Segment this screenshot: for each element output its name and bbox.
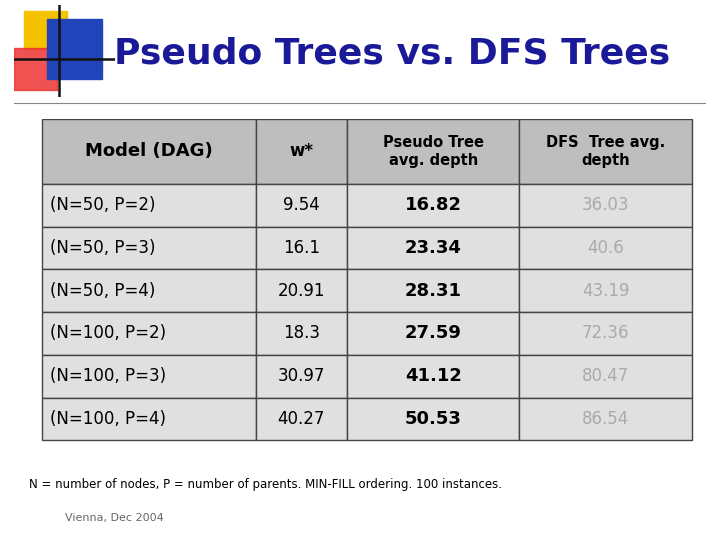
Text: (N=50, P=3): (N=50, P=3) — [50, 239, 156, 257]
Text: w*: w* — [289, 143, 313, 160]
Bar — [24, 11, 67, 50]
Bar — [14, 48, 57, 90]
Text: N = number of nodes, P = number of parents. MIN-FILL ordering. 100 instances.: N = number of nodes, P = number of paren… — [29, 478, 502, 491]
Text: 9.54: 9.54 — [283, 197, 320, 214]
Bar — [256, 269, 347, 312]
Text: 20.91: 20.91 — [277, 282, 325, 300]
Text: 50.53: 50.53 — [405, 410, 462, 428]
Bar — [42, 397, 256, 440]
Bar — [256, 355, 347, 397]
Text: DFS  Tree avg.
depth: DFS Tree avg. depth — [546, 135, 665, 167]
Bar — [347, 227, 520, 269]
Text: 41.12: 41.12 — [405, 367, 462, 385]
Bar — [42, 312, 256, 355]
Bar — [42, 184, 256, 227]
Bar — [42, 355, 256, 397]
Text: 27.59: 27.59 — [405, 325, 462, 342]
Text: 40.6: 40.6 — [588, 239, 624, 257]
Bar — [347, 312, 520, 355]
Text: 43.19: 43.19 — [582, 282, 629, 300]
Text: Pseudo Tree
avg. depth: Pseudo Tree avg. depth — [383, 135, 484, 167]
Text: Vienna, Dec 2004: Vienna, Dec 2004 — [65, 513, 163, 523]
Bar — [347, 397, 520, 440]
Bar — [256, 184, 347, 227]
Text: 86.54: 86.54 — [582, 410, 629, 428]
Text: Model (DAG): Model (DAG) — [85, 143, 213, 160]
Bar — [520, 397, 692, 440]
Text: 23.34: 23.34 — [405, 239, 462, 257]
Text: 28.31: 28.31 — [405, 282, 462, 300]
Bar — [520, 312, 692, 355]
Bar — [256, 119, 347, 184]
Text: 36.03: 36.03 — [582, 197, 629, 214]
Bar — [520, 227, 692, 269]
Bar — [347, 355, 520, 397]
Text: (N=100, P=3): (N=100, P=3) — [50, 367, 166, 385]
Text: (N=100, P=2): (N=100, P=2) — [50, 325, 166, 342]
Text: 40.27: 40.27 — [277, 410, 325, 428]
Text: (N=50, P=4): (N=50, P=4) — [50, 282, 156, 300]
Bar — [42, 269, 256, 312]
Bar — [347, 269, 520, 312]
Bar — [520, 355, 692, 397]
Text: 16.1: 16.1 — [283, 239, 320, 257]
Text: 80.47: 80.47 — [582, 367, 629, 385]
Text: 18.3: 18.3 — [283, 325, 320, 342]
Text: (N=50, P=2): (N=50, P=2) — [50, 197, 156, 214]
Bar — [42, 119, 256, 184]
Bar — [520, 119, 692, 184]
Bar — [520, 269, 692, 312]
Bar — [256, 227, 347, 269]
Bar — [256, 312, 347, 355]
Bar — [256, 397, 347, 440]
Text: 16.82: 16.82 — [405, 197, 462, 214]
Text: 30.97: 30.97 — [277, 367, 325, 385]
Bar — [42, 227, 256, 269]
Bar — [520, 184, 692, 227]
Text: Pseudo Trees vs. DFS Trees: Pseudo Trees vs. DFS Trees — [114, 36, 670, 70]
Bar — [347, 119, 520, 184]
Text: 72.36: 72.36 — [582, 325, 629, 342]
Bar — [47, 19, 102, 79]
Text: (N=100, P=4): (N=100, P=4) — [50, 410, 166, 428]
Bar — [347, 184, 520, 227]
